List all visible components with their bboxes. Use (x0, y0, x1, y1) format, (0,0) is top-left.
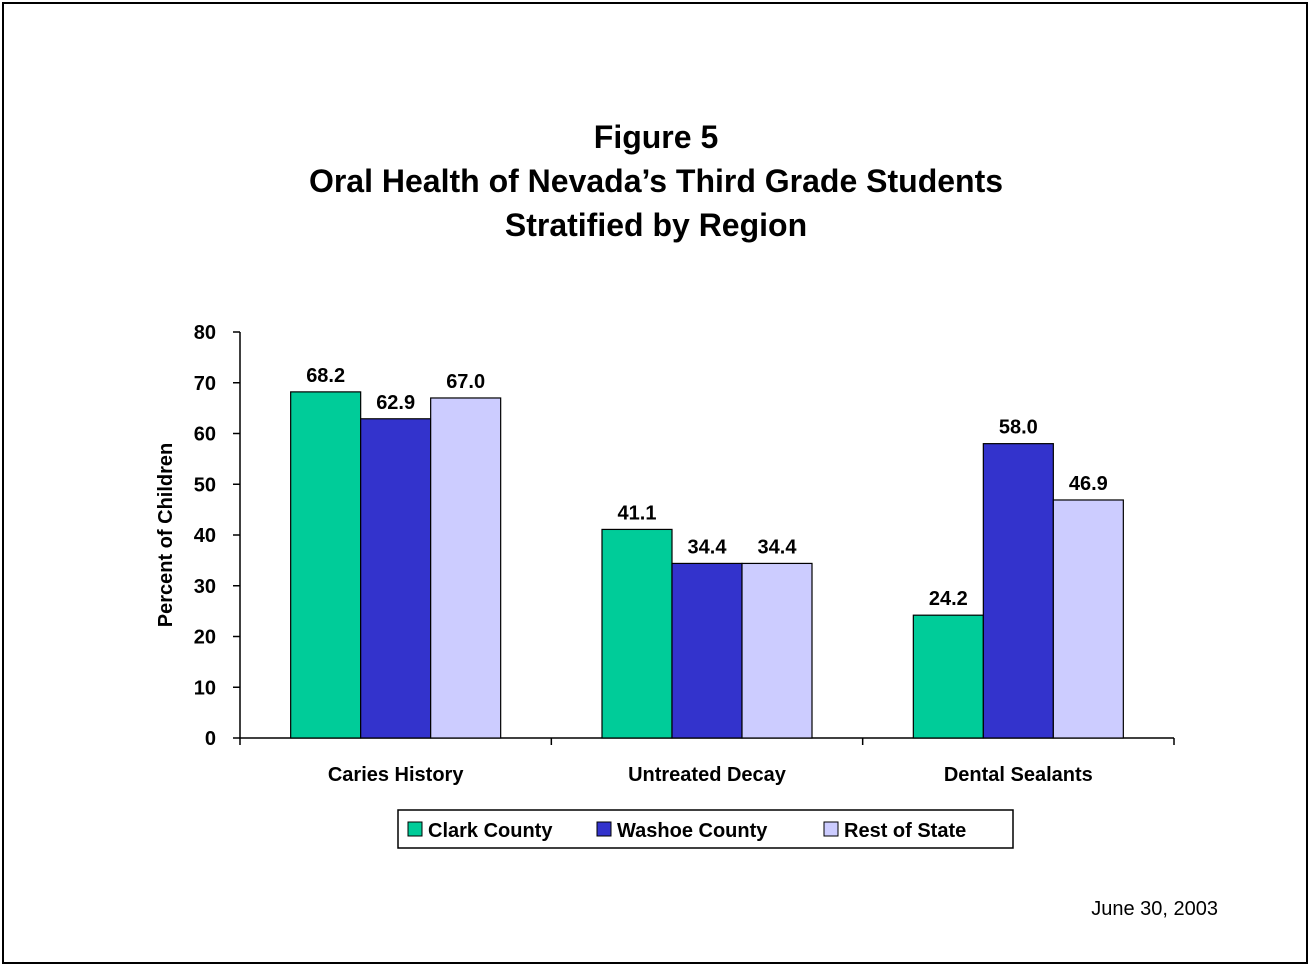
bar-rest-of-state (741, 562, 813, 739)
y-tick-label: 80 (194, 322, 216, 344)
bar-washoe-county (671, 562, 743, 739)
footer-date: June 30, 2003 (1091, 898, 1218, 920)
bar-clark-county (601, 528, 673, 739)
y-tick-label: 50 (194, 474, 216, 496)
y-tick-label: 10 (194, 677, 216, 699)
y-tick-label: 20 (194, 627, 216, 649)
x-tick-label: Untreated Decay (628, 764, 787, 786)
figure-number: Figure 5 (593, 119, 719, 155)
bar-rest-of-state (1052, 499, 1124, 739)
data-label: 46.9 (1069, 473, 1108, 495)
y-tick-label: 0 (205, 728, 216, 750)
legend-swatch (596, 821, 612, 837)
bar-rest-of-state (430, 397, 502, 739)
chart-subtitle: Stratified by Region (504, 207, 808, 243)
data-label: 24.2 (929, 588, 968, 610)
y-tick-label: 60 (194, 424, 216, 446)
y-tick-label: 40 (194, 525, 216, 547)
data-label: 34.4 (688, 536, 728, 558)
bar-clark-county (912, 614, 984, 739)
y-axis-title: Percent of Children (155, 443, 177, 627)
legend-label: Washoe County (617, 820, 768, 842)
data-label: 41.1 (618, 502, 657, 524)
y-tick-label: 70 (194, 373, 216, 395)
chart-title: Oral Health of Nevada’s Third Grade Stud… (308, 163, 1004, 199)
legend-label: Clark County (428, 820, 553, 842)
data-label: 34.4 (758, 536, 798, 558)
legend-swatch (407, 821, 423, 837)
data-label: 67.0 (446, 371, 485, 393)
x-tick-label: Caries History (328, 764, 464, 786)
bar-washoe-county (982, 443, 1054, 739)
bar-washoe-county (360, 418, 432, 739)
data-label: 58.0 (999, 417, 1038, 439)
data-label: 68.2 (306, 365, 345, 387)
bar-clark-county (290, 391, 362, 739)
legend-box (397, 809, 1014, 849)
legend-swatch (823, 821, 839, 837)
y-tick-label: 30 (194, 576, 216, 598)
x-tick-label: Dental Sealants (944, 764, 1093, 786)
data-label: 62.9 (376, 392, 415, 414)
legend-label: Rest of State (844, 820, 966, 842)
